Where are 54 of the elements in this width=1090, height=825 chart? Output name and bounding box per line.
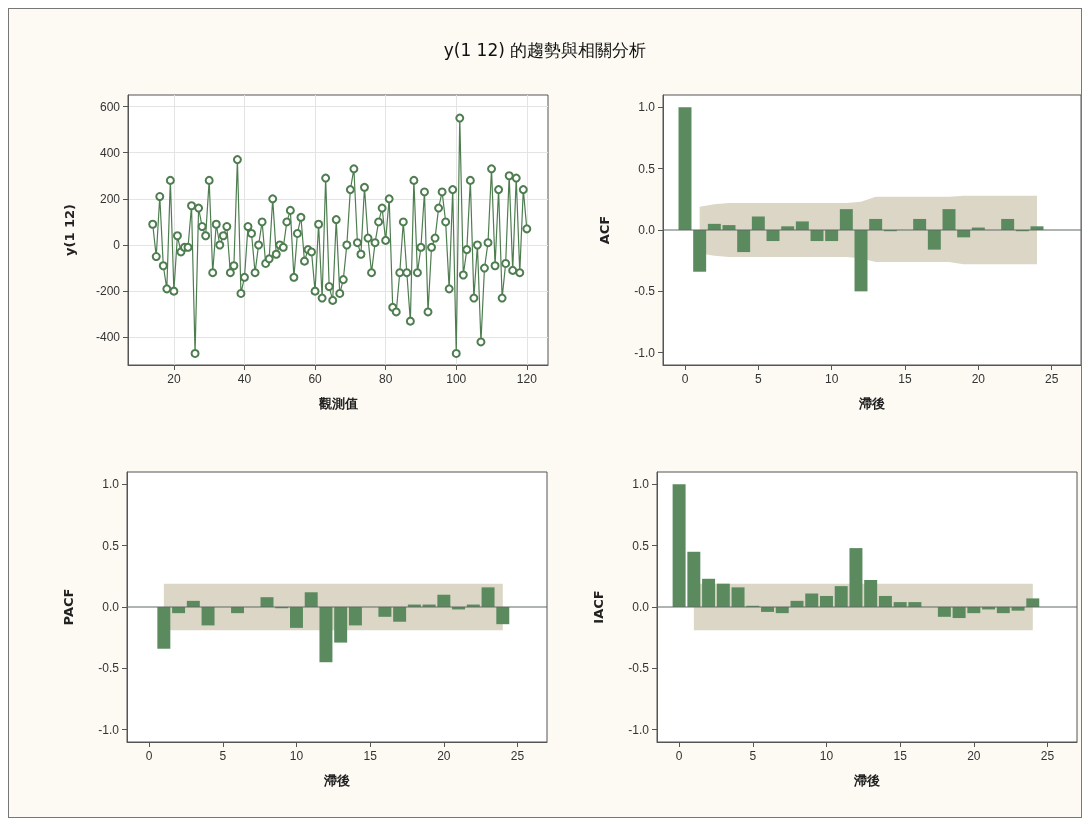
y-tick-label: 0.0 [632,600,650,614]
y-tick-label: -1.0 [634,345,656,360]
x-tick-label: 80 [378,372,393,386]
y-axis-title: ACF [597,215,612,245]
y-tick-label: 0.5 [632,538,650,553]
y-axis-title: y(1 12) [62,203,77,257]
y-tick-label: 0.0 [638,223,656,237]
x-tick-label: 10 [824,372,839,386]
x-tick-label: 25 [1044,372,1059,386]
x-tick-label: 20 [437,749,451,763]
y-tick-label: 1.0 [632,477,650,492]
x-tick-label: 25 [510,749,525,763]
x-tick-label: 60 [308,372,323,386]
y-tick-label: 1.0 [102,477,120,492]
x-axis-title: 滯後 [323,773,350,788]
x-axis-title: 觀測值 [317,396,358,411]
x-axis-title: 滯後 [853,773,880,788]
y-tick-label: 0 [113,238,121,252]
y-tick-label: 1.0 [638,100,656,115]
x-axis-title: 滯後 [858,396,885,411]
x-tick-label: 5 [219,749,227,763]
y-tick-label: 200 [99,191,121,206]
chart-title: y(1 12) 的趨勢與相關分析 [442,39,648,62]
y-tick-label: -0.5 [98,661,120,676]
x-tick-label: 25 [1040,749,1055,763]
y-tick-label: -400 [95,330,121,345]
x-tick-label: 120 [516,372,538,386]
y-tick-label: -1.0 [628,722,650,737]
x-tick-label: 10 [819,749,834,763]
y-tick-label: -200 [95,284,121,299]
x-tick-label: 15 [893,749,908,763]
y-tick-label: 400 [99,145,121,160]
y-tick-label: 0.5 [638,161,656,176]
x-tick-label: 5 [749,749,757,763]
x-tick-label: 20 [967,749,981,763]
y-tick-label: 0.5 [102,538,120,553]
x-tick-label: 20 [167,372,181,386]
x-tick-label: 15 [898,372,912,386]
x-tick-label: 100 [446,372,467,386]
x-tick-label: 15 [363,749,378,763]
x-tick-label: 0 [675,749,683,763]
y-tick-label: -1.0 [98,722,120,737]
y-tick-label: 0.0 [102,600,120,614]
x-tick-label: 10 [289,749,304,763]
x-tick-label: 5 [754,372,762,386]
y-tick-label: -0.5 [628,661,650,676]
y-axis-title: IACF [591,590,606,624]
x-tick-label: 20 [971,372,986,386]
y-axis-title: PACF [61,588,76,626]
x-tick-label: 0 [681,372,689,386]
x-tick-label: 0 [145,749,153,763]
y-tick-label: 600 [99,99,121,114]
y-tick-label: -0.5 [634,284,656,299]
x-tick-label: 40 [237,372,252,386]
